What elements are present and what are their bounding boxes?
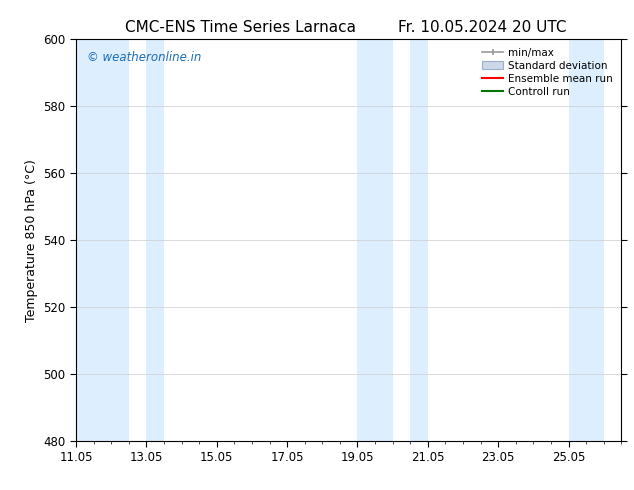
Bar bbox=[569, 39, 604, 441]
Legend: min/max, Standard deviation, Ensemble mean run, Controll run: min/max, Standard deviation, Ensemble me… bbox=[479, 45, 616, 100]
Bar bbox=[410, 39, 428, 441]
Y-axis label: Temperature 850 hPa (°C): Temperature 850 hPa (°C) bbox=[25, 159, 38, 321]
Bar bbox=[146, 39, 164, 441]
Text: CMC-ENS Time Series Larnaca: CMC-ENS Time Series Larnaca bbox=[126, 20, 356, 35]
Bar bbox=[76, 39, 129, 441]
Text: © weatheronline.in: © weatheronline.in bbox=[87, 51, 202, 64]
Text: Fr. 10.05.2024 20 UTC: Fr. 10.05.2024 20 UTC bbox=[398, 20, 566, 35]
Bar bbox=[358, 39, 392, 441]
